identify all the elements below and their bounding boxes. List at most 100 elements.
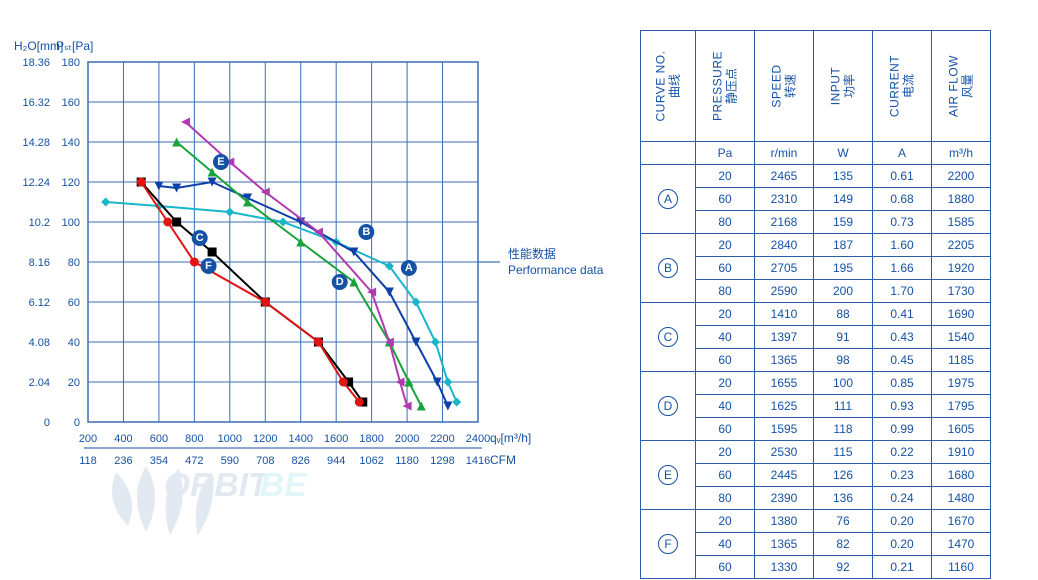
- x-tick-cfm: 1416: [466, 455, 490, 467]
- y-tick-pa: 20: [68, 377, 80, 389]
- col-header: CURVE NO.曲线: [641, 31, 696, 142]
- cell-airflow: 1920: [932, 257, 991, 280]
- cell-airflow: 1160: [932, 556, 991, 579]
- cell-pressure: 40: [696, 533, 755, 556]
- y-tick-pa: 140: [62, 137, 80, 149]
- page-root: H₂O[mm]Pₛₜ[Pa]00202.04404.08606.12808.16…: [0, 0, 1038, 580]
- cell-current: 0.21: [873, 556, 932, 579]
- curve-no-cell: C: [641, 303, 696, 372]
- cell-airflow: 1585: [932, 211, 991, 234]
- cell-speed: 1365: [755, 533, 814, 556]
- x-tick-m3h: 2000: [395, 433, 419, 445]
- x-tick-cfm: 472: [185, 455, 203, 467]
- col-header: CURRENT电流: [873, 31, 932, 142]
- cell-input: 82: [814, 533, 873, 556]
- x-unit-cfm: CFM: [490, 453, 516, 467]
- cell-speed: 1410: [755, 303, 814, 326]
- cell-current: 0.61: [873, 165, 932, 188]
- x-tick-m3h: 1800: [359, 433, 383, 445]
- col-unit: [641, 142, 696, 165]
- x-tick-m3h: 1400: [288, 433, 312, 445]
- col-header-en: INPUT: [829, 67, 843, 106]
- col-unit: r/min: [755, 142, 814, 165]
- cell-pressure: 60: [696, 464, 755, 487]
- cell-pressure: 60: [696, 257, 755, 280]
- cell-pressure: 20: [696, 441, 755, 464]
- x-tick-cfm: 1062: [359, 455, 383, 467]
- x-tick-m3h: 2200: [430, 433, 454, 445]
- y-tick-pa: 120: [62, 177, 80, 189]
- x-tick-cfm: 826: [292, 455, 310, 467]
- cell-input: 111: [814, 395, 873, 418]
- curve-no-label: A: [658, 189, 678, 209]
- col-header-cn: 转速: [784, 64, 798, 107]
- col-header-cn: 静压点: [725, 51, 739, 121]
- col-header-cn: 风量: [961, 55, 975, 117]
- cell-current: 0.22: [873, 441, 932, 464]
- cell-current: 1.60: [873, 234, 932, 257]
- cell-speed: 2310: [755, 188, 814, 211]
- perf-label-cn: 性能数据: [508, 246, 556, 261]
- curve-badge-E: E: [213, 154, 229, 170]
- cell-input: 91: [814, 326, 873, 349]
- cell-speed: 1397: [755, 326, 814, 349]
- col-header: AIR FLOW风量: [932, 31, 991, 142]
- cell-current: 0.85: [873, 372, 932, 395]
- x-tick-m3h: 600: [150, 433, 168, 445]
- cell-pressure: 20: [696, 372, 755, 395]
- cell-input: 126: [814, 464, 873, 487]
- y-tick-mm: 18.36: [22, 57, 50, 69]
- cell-pressure: 20: [696, 234, 755, 257]
- x-tick-m3h: 2400: [466, 433, 490, 445]
- curve-no-cell: E: [641, 441, 696, 510]
- cell-current: 0.93: [873, 395, 932, 418]
- x-tick-m3h: 1600: [324, 433, 348, 445]
- cell-current: 0.43: [873, 326, 932, 349]
- svg-text:F: F: [205, 260, 212, 272]
- cell-airflow: 1470: [932, 533, 991, 556]
- cell-input: 159: [814, 211, 873, 234]
- cell-pressure: 80: [696, 280, 755, 303]
- col-header-cn: 电流: [902, 55, 916, 117]
- x-tick-m3h: 1000: [218, 433, 242, 445]
- cell-pressure: 60: [696, 418, 755, 441]
- col-header: SPEED转速: [755, 31, 814, 142]
- cell-current: 0.45: [873, 349, 932, 372]
- curve-no-label: C: [658, 327, 678, 347]
- cell-speed: 1365: [755, 349, 814, 372]
- cell-speed: 1380: [755, 510, 814, 533]
- cell-airflow: 2205: [932, 234, 991, 257]
- cell-airflow: 1680: [932, 464, 991, 487]
- cell-airflow: 1975: [932, 372, 991, 395]
- series-C: [137, 178, 368, 407]
- cell-current: 1.70: [873, 280, 932, 303]
- series-F: [137, 178, 364, 407]
- cell-current: 0.73: [873, 211, 932, 234]
- cell-current: 1.66: [873, 257, 932, 280]
- cell-input: 135: [814, 165, 873, 188]
- cell-speed: 1595: [755, 418, 814, 441]
- y-tick-mm: 14.28: [22, 137, 50, 149]
- cell-speed: 2390: [755, 487, 814, 510]
- curve-no-cell: A: [641, 165, 696, 234]
- cell-current: 0.24: [873, 487, 932, 510]
- cell-input: 115: [814, 441, 873, 464]
- curve-no-label: D: [658, 396, 678, 416]
- x-unit-m3h: qᵥ[m³/h]: [490, 431, 531, 445]
- cell-pressure: 20: [696, 510, 755, 533]
- col-unit: W: [814, 142, 873, 165]
- col-header: PRESSURE静压点: [696, 31, 755, 142]
- curve-badge-D: D: [332, 274, 348, 290]
- svg-text:C: C: [196, 232, 204, 244]
- y-tick-mm: 6.12: [29, 297, 50, 309]
- y-tick-mm: 8.16: [29, 257, 50, 269]
- cell-speed: 2445: [755, 464, 814, 487]
- cell-input: 200: [814, 280, 873, 303]
- cell-pressure: 80: [696, 487, 755, 510]
- col-header-en: AIR FLOW: [947, 55, 961, 117]
- cell-pressure: 60: [696, 349, 755, 372]
- cell-airflow: 1670: [932, 510, 991, 533]
- col-header-en: CURRENT: [888, 55, 902, 117]
- table-row: C201410880.411690: [641, 303, 991, 326]
- y-tick-pa: 40: [68, 337, 80, 349]
